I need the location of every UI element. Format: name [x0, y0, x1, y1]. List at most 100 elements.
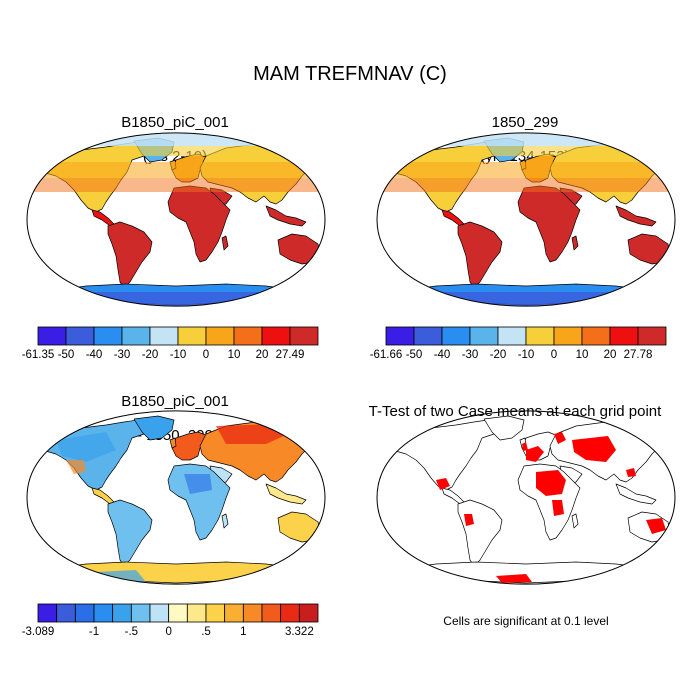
- colorbar-case2-box-8: [609, 326, 639, 346]
- europe-region: [171, 431, 209, 461]
- map-diff: [26, 410, 326, 585]
- midlat-band: [377, 162, 675, 178]
- panel-title-diff-line1: B1850_piC_001: [121, 393, 229, 410]
- colorbar-case1: -61.35 -50 -40 -30 -20 -10 0 10 20 27.49: [22, 326, 319, 361]
- colorbar-case2-box-0: [385, 326, 415, 346]
- colorbar-case2-tick-label: 0: [551, 349, 557, 361]
- significant-cell-group-3: [590, 448, 604, 458]
- antarctic-cool-patch: [56, 570, 146, 582]
- south-america-region: [107, 499, 153, 567]
- uk-region: [169, 437, 177, 449]
- colorbar-diff-box-7: [168, 603, 188, 623]
- colorbar-case1-tick-label: -61.35: [22, 349, 55, 361]
- midlat-band: [27, 162, 325, 178]
- significant-cell-group-7: [464, 514, 474, 526]
- colorbar-diff-box-6: [149, 603, 170, 623]
- central-america-region: [441, 209, 465, 227]
- arctic-band: [377, 132, 675, 146]
- colorbar-case1-box-5: [177, 326, 207, 346]
- greenland-region: [133, 415, 175, 441]
- panel-title-case2-line1: 1850_299: [491, 114, 559, 131]
- figure-title: MAM TREFMNAV (C): [253, 63, 447, 85]
- colorbar-case2-box-5: [525, 326, 555, 346]
- colorbar-case2-box-6: [553, 326, 583, 346]
- colorbar-case1-box-6: [205, 326, 235, 346]
- colorbar-case2: -61.66 -50 -40 -30 -20 -10 0 10 20 27.78: [370, 326, 667, 361]
- colorbar-case2-tick-label: -50: [406, 349, 423, 361]
- colorbar-diff-tick-label: -1: [89, 626, 99, 638]
- colorbar-case2-box-2: [441, 326, 471, 346]
- colorbar-case2-box-7: [581, 326, 611, 346]
- africa-region: [167, 185, 231, 263]
- australia-region: [277, 511, 321, 543]
- new-zealand-region: [319, 263, 325, 275]
- madagascar-region: [221, 235, 229, 251]
- south-america-region: [457, 499, 503, 567]
- significant-cell-group-9: [496, 574, 532, 583]
- colorbar-diff-box-3: [93, 603, 114, 623]
- significant-cell-group-10: [522, 442, 528, 451]
- se-asia-region: [265, 205, 307, 227]
- na-cool-patch: [56, 432, 116, 462]
- colorbar-diff-box-11: [242, 603, 263, 623]
- colorbar-case2-box-3: [469, 326, 499, 346]
- colorbar-diff-box-9: [205, 603, 226, 623]
- southern-ice-band: [377, 292, 675, 307]
- map-ttest-land-layer: [391, 415, 675, 584]
- central-america-region: [91, 209, 115, 227]
- map-case2-land-layer: [377, 132, 675, 307]
- colorbar-diff-box-14: [298, 603, 319, 623]
- colorbar-case2-tick-label: -61.66: [370, 349, 403, 361]
- colorbar-case2-tick-label: 10: [576, 349, 589, 361]
- madagascar-region: [571, 513, 579, 529]
- greenland-region: [483, 415, 525, 441]
- sahara-cool-patch: [184, 474, 212, 494]
- significance-note: Cells are significant at 0.1 level: [443, 614, 609, 628]
- map-diff-land-layer: [41, 415, 325, 584]
- colorbar-case1-tick-label: 20: [256, 349, 269, 361]
- colorbar-case2-tick-label: 27.78: [624, 349, 653, 361]
- colorbar-case1-tick-label: -40: [86, 349, 103, 361]
- central-america-region: [441, 487, 465, 505]
- colorbar-case1-box-0: [37, 326, 67, 346]
- se-asia-region: [615, 483, 657, 505]
- colorbar-case2-tick-label: -40: [434, 349, 451, 361]
- colorbar-diff-tick-label: 3.322: [285, 626, 314, 638]
- colorbar-diff-box-12: [261, 603, 282, 623]
- colorbar-case1-box-1: [65, 326, 95, 346]
- colorbar-diff-box-10: [224, 603, 244, 623]
- colorbar-diff-box-5: [130, 603, 151, 623]
- new-zealand-region: [669, 263, 675, 275]
- significant-cell-group-0: [526, 446, 544, 462]
- colorbar-diff-tick-label: 0: [165, 626, 171, 638]
- significant-cell-group-8: [646, 518, 666, 534]
- colorbar-diff-box-4: [112, 603, 132, 623]
- madagascar-region: [221, 513, 229, 529]
- panel-title-case1-line1: B1850_piC_001: [121, 114, 229, 131]
- se-asia-region: [265, 483, 307, 505]
- central-america-region: [91, 487, 115, 505]
- significant-cell-group-1: [554, 432, 566, 444]
- southern-ice-band: [27, 292, 325, 307]
- africa-region: [167, 463, 231, 541]
- south-america-region: [457, 221, 503, 289]
- significant-cell-group-11: [626, 468, 636, 477]
- new-zealand-region: [669, 541, 675, 553]
- colorbar-case1-box-8: [261, 326, 291, 346]
- colorbar-diff: -3.089 -1 -.5 0 .5 1 3.322: [22, 603, 319, 638]
- map-case2-outline: [376, 132, 676, 307]
- south-america-region: [107, 221, 153, 289]
- colorbar-diff-box-13: [280, 603, 300, 623]
- boreal-band: [476, 146, 675, 156]
- se-asia-region: [615, 205, 657, 227]
- colorbar-case1-tick-label: 27.49: [276, 349, 305, 361]
- colorbar-case1-box-3: [121, 326, 151, 346]
- colorbar-diff-tick-label: -.5: [125, 626, 138, 638]
- colorbar-case2-box-9: [637, 326, 667, 346]
- colorbar-case1-tick-label: 10: [228, 349, 241, 361]
- significant-cell-group-2: [572, 436, 616, 462]
- boreal-band: [126, 146, 325, 156]
- colorbar-diff-tick-label: 1: [240, 626, 246, 638]
- colorbar-case2-box-4: [497, 326, 527, 346]
- australia-region: [277, 233, 321, 265]
